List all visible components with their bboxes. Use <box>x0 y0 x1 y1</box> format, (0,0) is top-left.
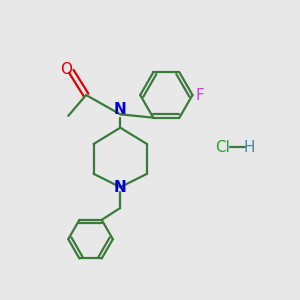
Text: N: N <box>114 102 127 117</box>
Text: N: N <box>114 180 127 195</box>
Text: O: O <box>60 62 72 77</box>
Text: Cl: Cl <box>215 140 230 154</box>
Text: H: H <box>244 140 255 154</box>
Text: F: F <box>196 88 204 103</box>
